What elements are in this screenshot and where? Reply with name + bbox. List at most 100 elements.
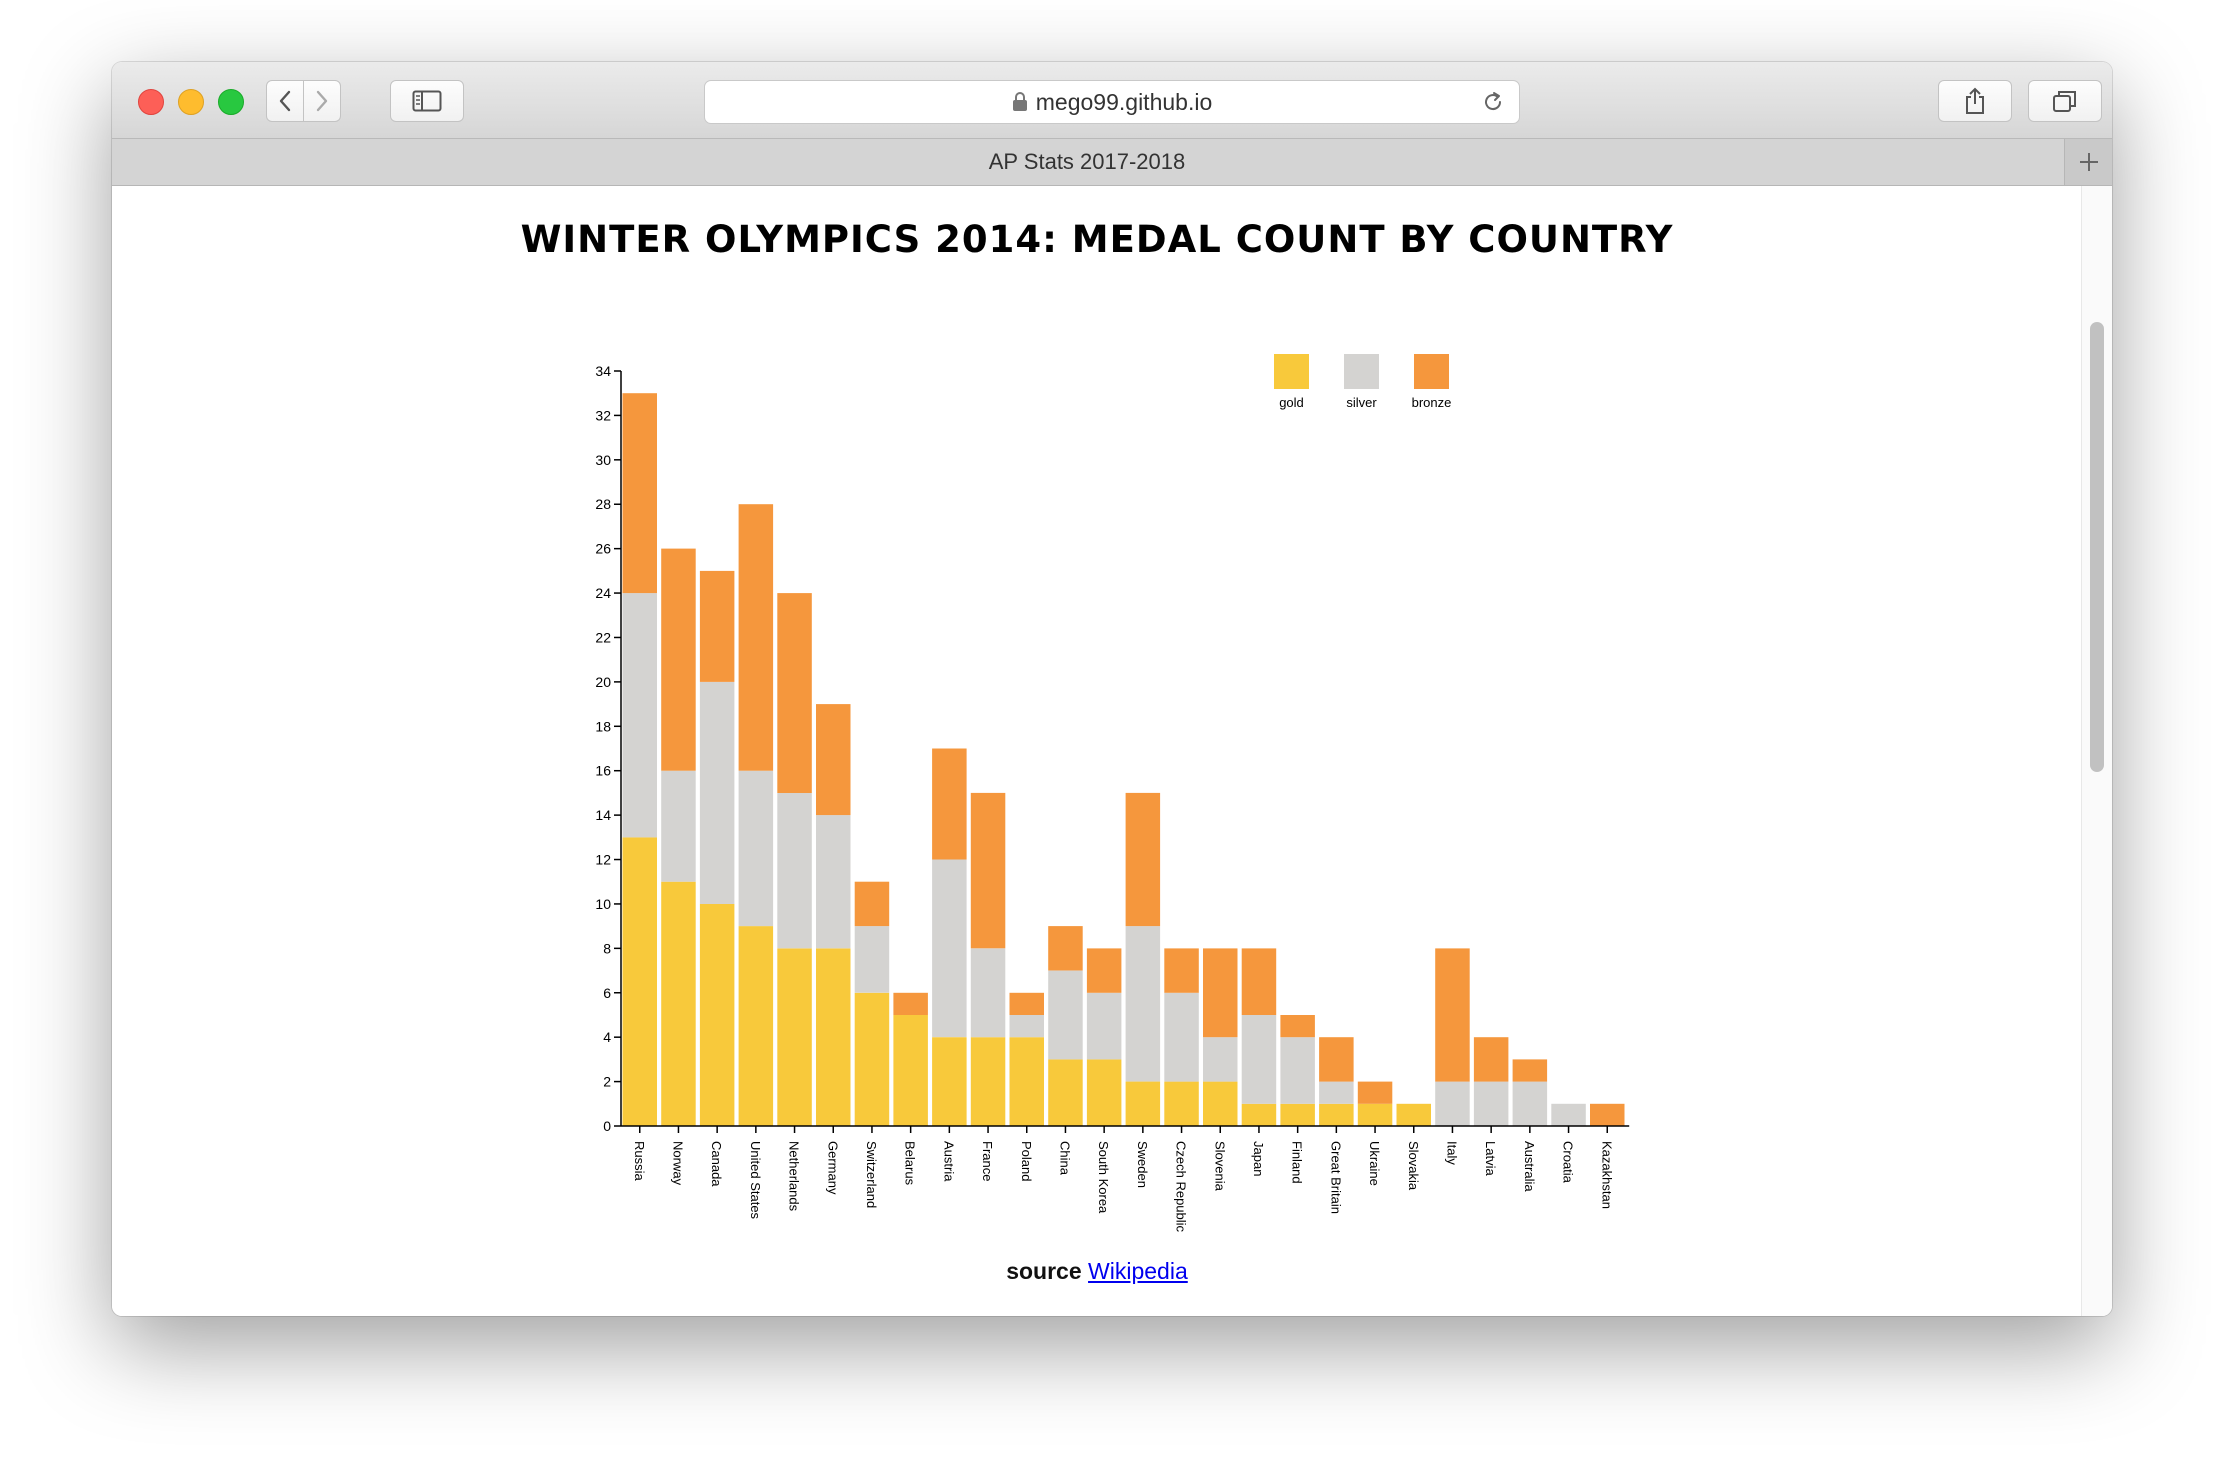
address-bar[interactable]: mego99.github.io xyxy=(704,80,1520,124)
url-text: mego99.github.io xyxy=(1035,88,1213,115)
y-tick-label: 2 xyxy=(603,1074,611,1090)
medal-chart: Russia Norway Canada United States Netherlan… xyxy=(595,354,1630,1233)
x-tick-label: Germany xyxy=(825,1141,840,1195)
bar-gold xyxy=(1396,1103,1431,1126)
bar-gold xyxy=(1241,1103,1277,1126)
y-tick-label: 20 xyxy=(595,674,611,690)
new-tab-button[interactable] xyxy=(2064,139,2112,185)
x-tick-label: Australia xyxy=(1522,1141,1537,1192)
x-tick-label: France xyxy=(980,1141,995,1181)
bar-silver xyxy=(1473,1081,1509,1126)
x-tick-label: Croatia xyxy=(1561,1141,1576,1184)
bar-silver xyxy=(777,792,812,949)
bar-bronze xyxy=(622,393,657,594)
bar-silver xyxy=(738,770,774,927)
bar-silver xyxy=(1203,1037,1238,1082)
bar-bronze xyxy=(1590,1103,1625,1126)
bar-bronze xyxy=(1357,1081,1393,1104)
bar-bronze xyxy=(1164,948,1199,993)
scrollbar[interactable] xyxy=(2081,186,2112,1316)
plus-icon xyxy=(2079,153,2098,171)
bar-gold xyxy=(893,1015,928,1126)
x-tick-label: United States xyxy=(748,1141,763,1220)
sidebar-icon xyxy=(412,90,442,112)
back-button[interactable] xyxy=(266,80,304,122)
bar-gold xyxy=(1319,1103,1354,1126)
minimize-window-button[interactable] xyxy=(178,89,204,115)
bar-gold xyxy=(622,837,657,1126)
x-tick-label: Slovenia xyxy=(1212,1141,1227,1192)
page-title: WINTER OLYMPICS 2014: MEDAL COUNT BY COU… xyxy=(520,218,1674,261)
bar-gold xyxy=(970,1037,1006,1126)
scrollbar-thumb[interactable] xyxy=(2090,322,2104,772)
bar-silver xyxy=(1319,1081,1354,1104)
bar-gold xyxy=(854,992,890,1126)
legend-label-silver: silver xyxy=(1346,395,1377,410)
bar-bronze xyxy=(1435,948,1470,1082)
bar-bronze xyxy=(893,992,928,1015)
tab-bar: AP Stats 2017-2018 xyxy=(112,139,2112,186)
bar-silver xyxy=(816,815,851,949)
bar-silver xyxy=(1125,926,1161,1082)
y-tick-label: 16 xyxy=(595,763,611,779)
bar-silver xyxy=(1435,1081,1470,1126)
y-tick-label: 18 xyxy=(595,718,611,734)
page-content: WINTER OLYMPICS 2014: MEDAL COUNT BY COU… xyxy=(112,186,2112,1316)
y-tick-label: 14 xyxy=(595,807,611,823)
y-tick-label: 26 xyxy=(595,541,611,557)
active-tab[interactable]: AP Stats 2017-2018 xyxy=(988,149,1186,174)
bar-silver xyxy=(932,859,967,1038)
y-tick-label: 32 xyxy=(595,407,611,423)
x-tick-label: Kazakhstan xyxy=(1599,1141,1614,1209)
source-line: source Wikipedia xyxy=(112,1258,2082,1285)
bar-silver xyxy=(1086,992,1122,1060)
share-button[interactable] xyxy=(1938,80,2012,122)
bar-gold xyxy=(738,926,774,1126)
bar-silver xyxy=(1048,970,1083,1060)
lock-icon xyxy=(1012,92,1027,111)
bar-gold xyxy=(1009,1037,1044,1126)
tabs-overview-button[interactable] xyxy=(2028,80,2102,122)
x-tick-label: Netherlands xyxy=(787,1141,802,1212)
y-tick-label: 28 xyxy=(595,496,611,512)
bar-bronze xyxy=(1512,1059,1548,1082)
close-window-button[interactable] xyxy=(138,89,164,115)
x-tick-label: South Korea xyxy=(1096,1141,1111,1214)
bar-bronze xyxy=(1086,948,1122,993)
bar-silver xyxy=(1512,1081,1548,1126)
bar-gold xyxy=(1280,1103,1315,1126)
bar-bronze xyxy=(1473,1037,1509,1082)
x-tick-label: Japan xyxy=(1251,1141,1266,1176)
browser-window: mego99.github.io AP Stats 2017-2018 WINT… xyxy=(112,62,2112,1316)
y-tick-label: 30 xyxy=(595,452,611,468)
bar-gold xyxy=(1086,1059,1122,1126)
bar-gold xyxy=(816,948,851,1126)
maximize-window-button[interactable] xyxy=(218,89,244,115)
y-tick-label: 34 xyxy=(595,363,611,379)
y-tick-label: 4 xyxy=(603,1029,611,1045)
x-tick-label: Poland xyxy=(1019,1141,1034,1181)
bar-gold xyxy=(699,903,735,1126)
bar-gold xyxy=(661,881,696,1126)
reload-icon[interactable] xyxy=(1481,90,1505,114)
bar-bronze xyxy=(738,504,774,771)
bar-bronze xyxy=(1319,1037,1354,1082)
y-tick-label: 8 xyxy=(603,940,611,956)
bar-gold xyxy=(1357,1103,1393,1126)
sidebar-button[interactable] xyxy=(390,80,464,122)
bar-silver xyxy=(1280,1037,1315,1104)
y-tick-label: 10 xyxy=(595,896,611,912)
x-tick-label: Russia xyxy=(632,1141,647,1182)
y-tick-label: 12 xyxy=(595,852,611,868)
source-link[interactable]: Wikipedia xyxy=(1088,1258,1188,1284)
forward-button[interactable] xyxy=(303,80,341,122)
bar-silver xyxy=(1551,1103,1586,1126)
bar-silver xyxy=(1241,1015,1277,1104)
x-tick-label: Sweden xyxy=(1135,1141,1150,1188)
x-tick-label: Ukraine xyxy=(1367,1141,1382,1186)
legend-swatch-gold xyxy=(1274,354,1309,389)
bar-bronze xyxy=(1048,926,1083,971)
chevron-left-icon xyxy=(279,90,291,112)
bar-bronze xyxy=(932,748,967,860)
bar-bronze xyxy=(970,792,1006,949)
